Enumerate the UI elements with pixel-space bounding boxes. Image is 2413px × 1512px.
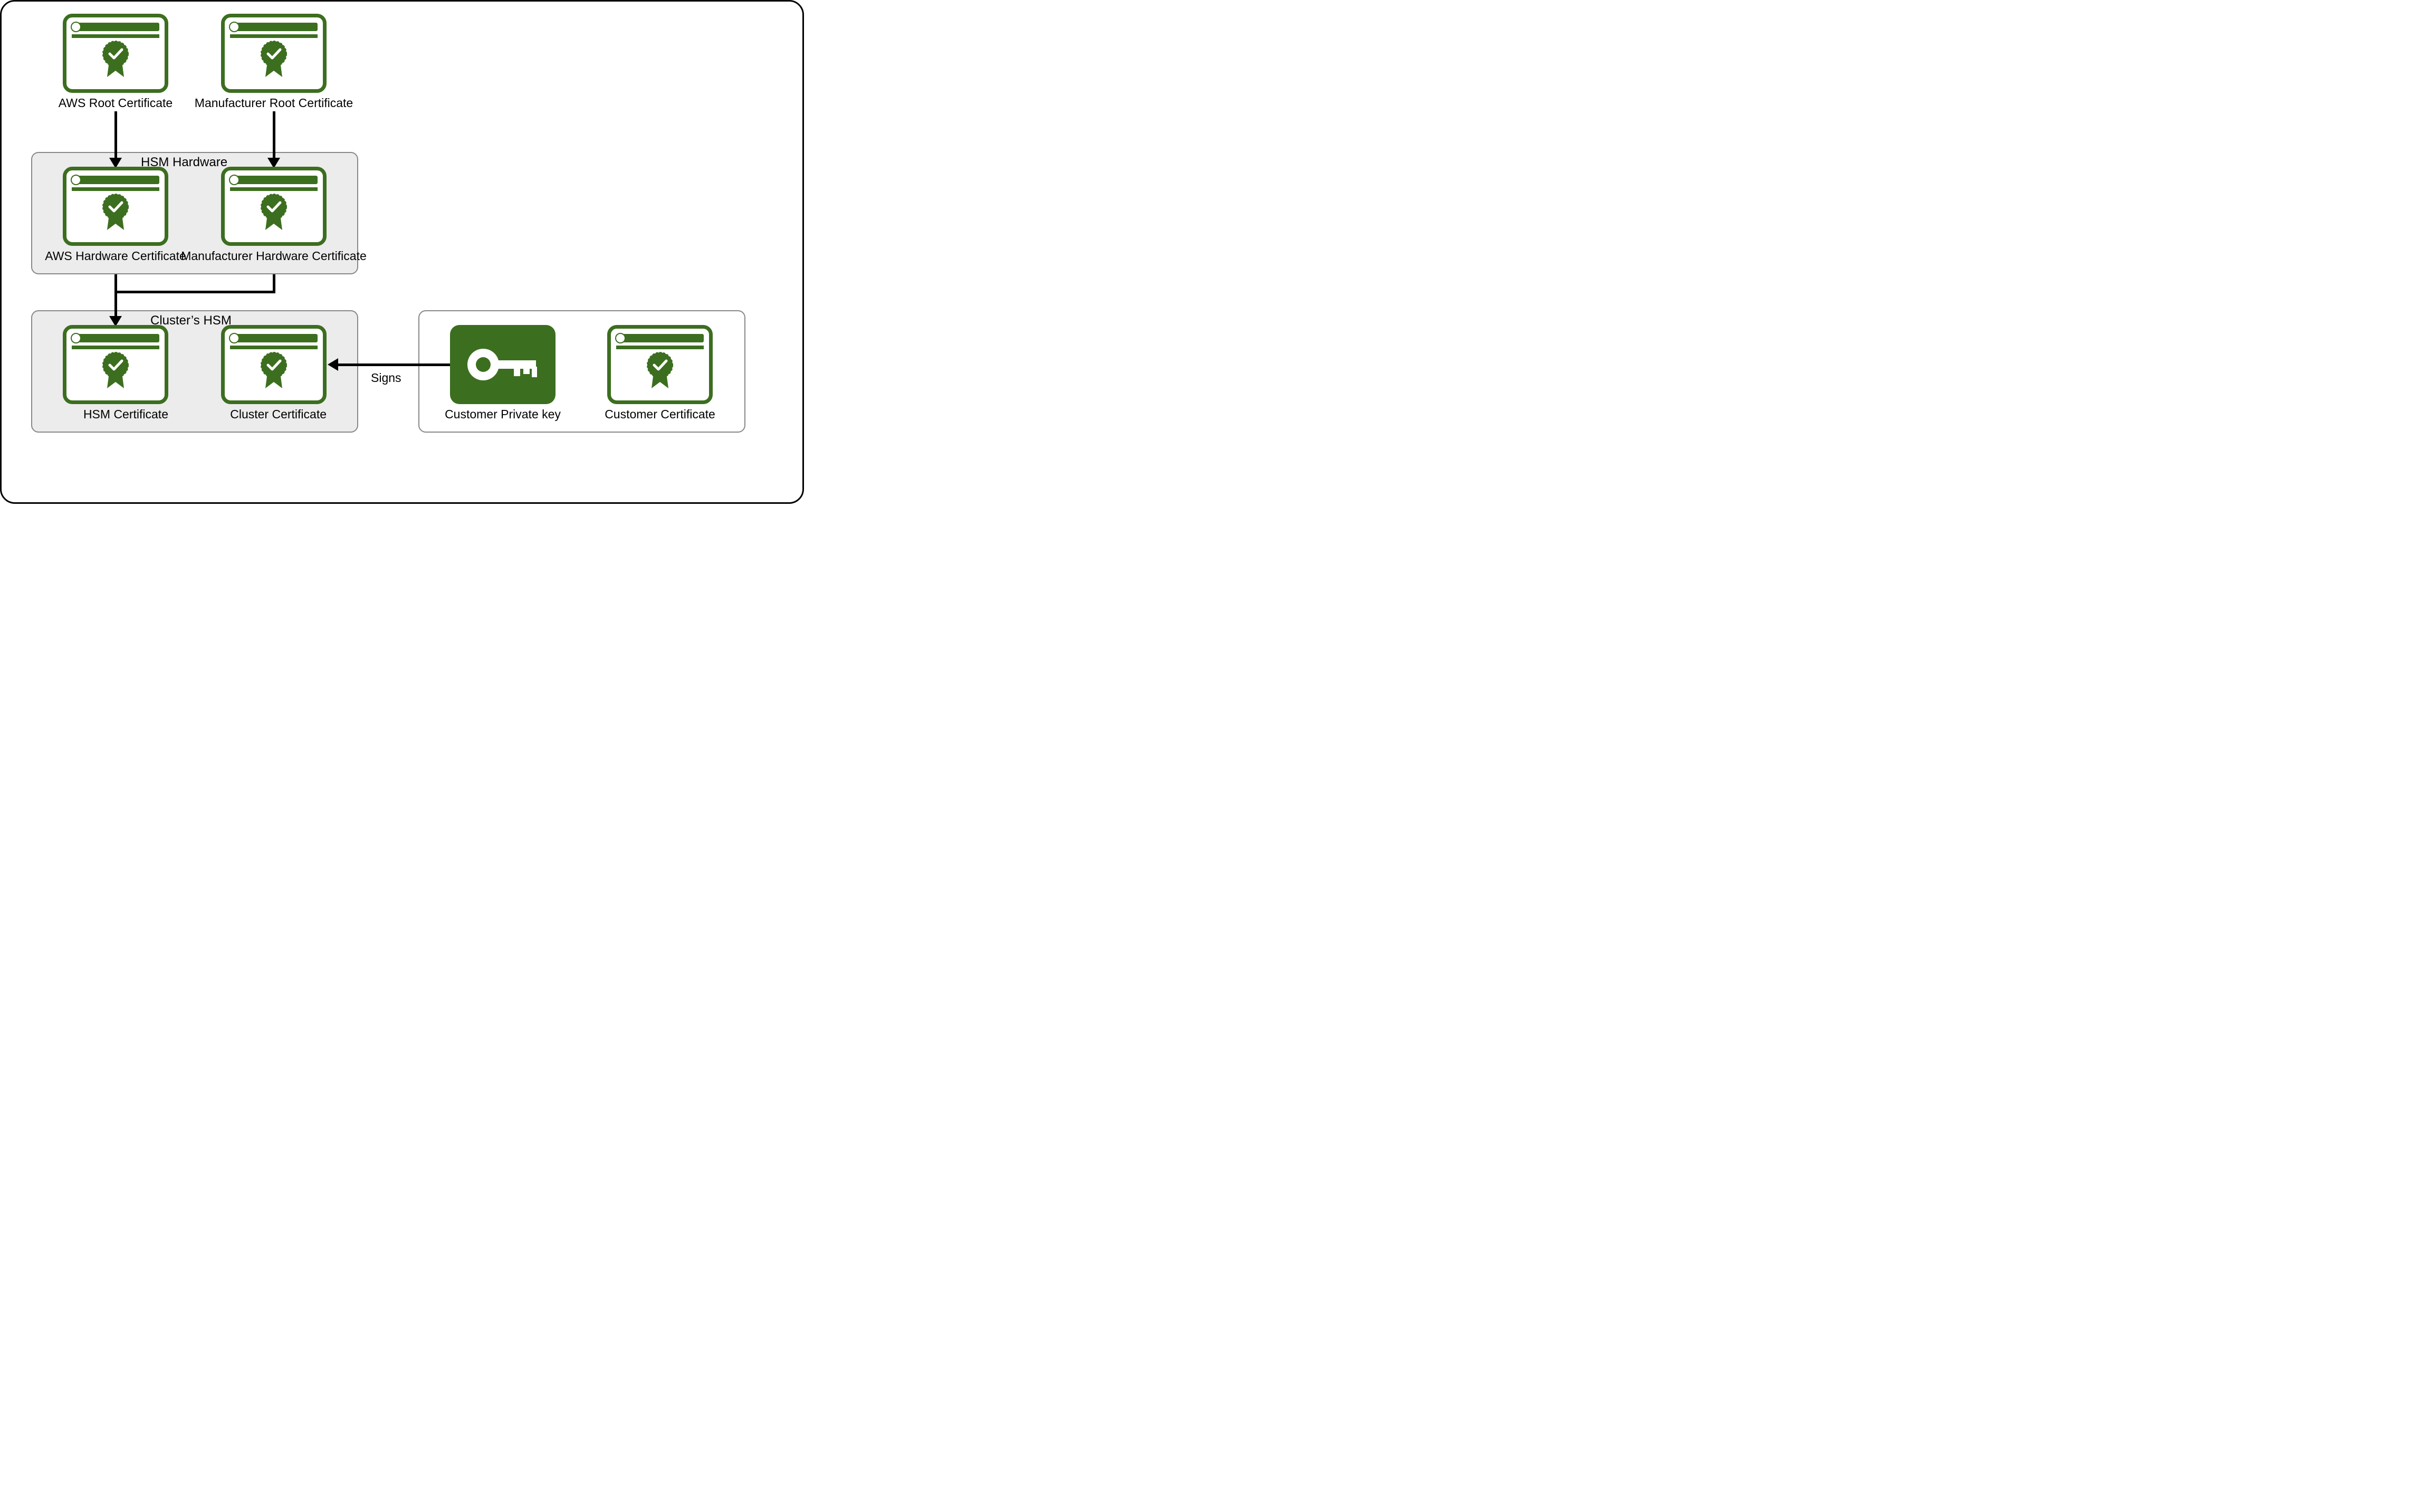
node-cluster-cert: Cluster Certificate [221,325,327,422]
seal-icon [100,351,131,389]
certificate-icon [63,325,168,404]
certificate-icon [221,167,327,246]
arrow-mfr-root-to-hw [273,111,275,161]
node-label: AWS Hardware Certificate [45,249,186,263]
certificate-icon [63,167,168,246]
arrow-mfr-hw-stem [273,274,275,293]
node-label: Cluster Certificate [230,407,327,422]
node-aws-hw-cert: AWS Hardware Certificate [63,167,168,263]
seal-icon [258,351,290,389]
diagram-canvas: HSM Hardware Cluster’s HSM Signs [0,0,804,504]
arrow-aws-hw-stem [114,274,117,293]
seal-icon [644,351,676,389]
key-glyph-icon [463,343,542,386]
node-customer-private-key: Customer Private key [450,325,556,422]
node-label: Manufacturer Root Certificate [195,96,353,110]
seal-icon [100,40,131,78]
arrow-head-signs [328,358,338,371]
seal-icon [258,193,290,231]
certificate-icon [63,14,168,93]
node-customer-cert: Customer Certificate [607,325,713,422]
node-label: Customer Private key [445,407,561,422]
edge-label-signs: Signs [371,371,401,385]
node-label: HSM Certificate [83,407,168,422]
certificate-icon [221,325,327,404]
seal-icon [100,193,131,231]
certificate-icon [221,14,327,93]
arrow-to-hsm-cert [114,293,117,319]
node-label: Customer Certificate [605,407,715,422]
arrow-signs [336,363,451,366]
node-aws-root-cert: AWS Root Certificate [63,14,168,110]
seal-icon [258,40,290,78]
arrow-hw-horizontal [114,291,275,293]
node-label: AWS Root Certificate [59,96,173,110]
node-mfr-root-cert: Manufacturer Root Certificate [221,14,327,110]
node-hsm-cert: HSM Certificate [63,325,168,422]
node-label: Manufacturer Hardware Certificate [181,249,367,263]
node-mfr-hw-cert: Manufacturer Hardware Certificate [221,167,327,263]
certificate-icon [607,325,713,404]
arrow-aws-root-to-hw [114,111,117,161]
key-icon [450,325,556,404]
